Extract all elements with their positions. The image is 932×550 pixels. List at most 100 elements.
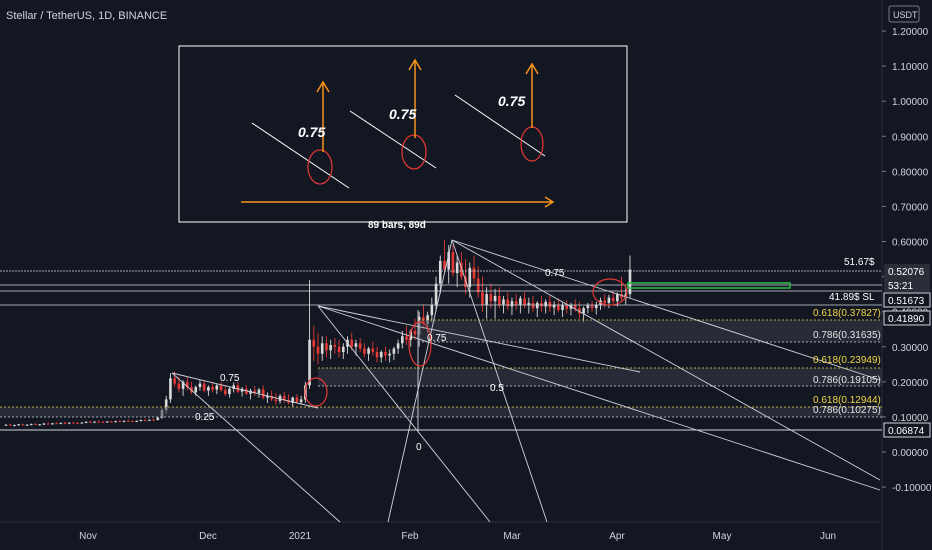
candle-body <box>430 304 434 316</box>
candle-body <box>405 336 408 340</box>
price-tick-label: 0.00000 <box>892 448 929 459</box>
candle-body <box>443 260 446 270</box>
candle-body <box>384 352 387 356</box>
candle-body <box>358 343 362 349</box>
fan-label: 0.75 <box>427 333 447 344</box>
candle-body <box>379 352 383 358</box>
candle-body <box>42 423 46 425</box>
candle-body <box>228 388 231 395</box>
candle-body <box>514 301 518 305</box>
time-tick-label: 2021 <box>289 531 312 542</box>
candle-body <box>101 421 105 423</box>
stop-label: 41.89$ SL <box>829 292 875 303</box>
candle-body <box>84 421 88 423</box>
candle-body <box>185 381 189 388</box>
candle-body <box>531 302 535 309</box>
candle-body <box>93 421 96 423</box>
trendline <box>171 372 341 523</box>
candle-body <box>202 383 206 391</box>
fan-label: 0.5 <box>490 383 504 394</box>
candle-body <box>447 252 451 270</box>
fib-zone-1 <box>418 320 882 342</box>
candle-body <box>291 397 295 403</box>
candle-body <box>506 299 510 307</box>
price-tag-label: 0.41890 <box>888 314 925 325</box>
fan-label: 0.75 <box>220 373 240 384</box>
candle-body <box>489 294 493 302</box>
candle-body <box>51 423 54 425</box>
candle-body <box>72 422 75 424</box>
candle-body <box>320 343 324 354</box>
price-tags: 0.52076 53:21 0.51673 0.41890 0.06874 <box>883 264 931 438</box>
price-tick-label: 0.90000 <box>892 132 929 143</box>
inset-line <box>251 122 350 189</box>
price-tick-label: 0.60000 <box>892 238 929 249</box>
candle-body <box>270 395 273 400</box>
time-axis[interactable]: Nov Dec 2021 Feb Mar Apr May Jun <box>79 531 836 542</box>
candle-body <box>287 400 290 403</box>
trendline <box>171 372 319 409</box>
candle-body <box>139 420 143 422</box>
candle-body <box>628 269 632 295</box>
candle-body <box>375 352 379 358</box>
candle-body <box>29 423 33 425</box>
candle-body <box>152 419 155 421</box>
target-label: 51.67$ <box>844 257 875 268</box>
fib-label: 0.786(0.31635) <box>813 330 881 341</box>
candle-body <box>464 276 467 288</box>
candle-body <box>337 346 341 353</box>
inset-frame <box>178 45 628 223</box>
candle-body <box>97 421 101 423</box>
trendline <box>317 305 641 373</box>
candle-body <box>126 420 130 422</box>
candle-body <box>21 424 25 426</box>
price-tick-label: 1.20000 <box>892 27 929 38</box>
candle-body <box>295 397 299 403</box>
price-tag <box>884 264 930 278</box>
arrow-up-icon <box>408 58 422 71</box>
candle-body <box>46 423 50 425</box>
candle-body <box>173 378 176 384</box>
target-box <box>627 282 791 289</box>
candle-body <box>177 383 181 389</box>
fib-label: 0.618(0.37827) <box>813 308 881 319</box>
fan-label: 0 <box>416 442 422 453</box>
fib-label: 0.786(0.19105) <box>813 375 881 386</box>
candle-body <box>481 292 484 305</box>
candle-body <box>527 302 531 306</box>
candle-body <box>312 339 316 347</box>
candle-body <box>13 424 16 426</box>
trendline <box>317 305 881 491</box>
candle-body <box>245 388 248 394</box>
currency-badge[interactable] <box>888 5 920 23</box>
candle-body <box>341 346 345 353</box>
candle-body <box>148 419 151 421</box>
time-tick-label: Feb <box>401 531 419 542</box>
inset-circle <box>401 134 427 170</box>
candle-body <box>354 343 358 347</box>
candle-body <box>616 294 619 302</box>
time-tick-label: May <box>713 531 732 542</box>
candle-body <box>89 421 92 423</box>
candle-body <box>544 301 547 307</box>
fib-zones <box>0 319 882 418</box>
candle-body <box>396 343 400 349</box>
trendline <box>387 239 453 523</box>
candle-body <box>122 420 126 422</box>
price-axis[interactable]: 1.20000 1.10000 1.00000 0.90000 0.80000 0.700… <box>882 27 932 494</box>
price-tag <box>883 422 931 438</box>
highlight-circle <box>592 278 628 306</box>
price-tag <box>883 292 931 308</box>
fan-label: 0.75 <box>545 268 565 279</box>
candle-body <box>350 339 354 347</box>
inset-label: 0.75 <box>498 93 525 109</box>
time-tick-label: Jun <box>820 531 836 542</box>
candle-body <box>110 421 113 423</box>
candle-body <box>438 260 442 284</box>
horizontal-levels <box>0 270 882 431</box>
fib-label: 0.786(0.10275) <box>813 405 881 416</box>
price-tick-label: 0.80000 <box>892 167 929 178</box>
candle-body <box>4 424 8 426</box>
